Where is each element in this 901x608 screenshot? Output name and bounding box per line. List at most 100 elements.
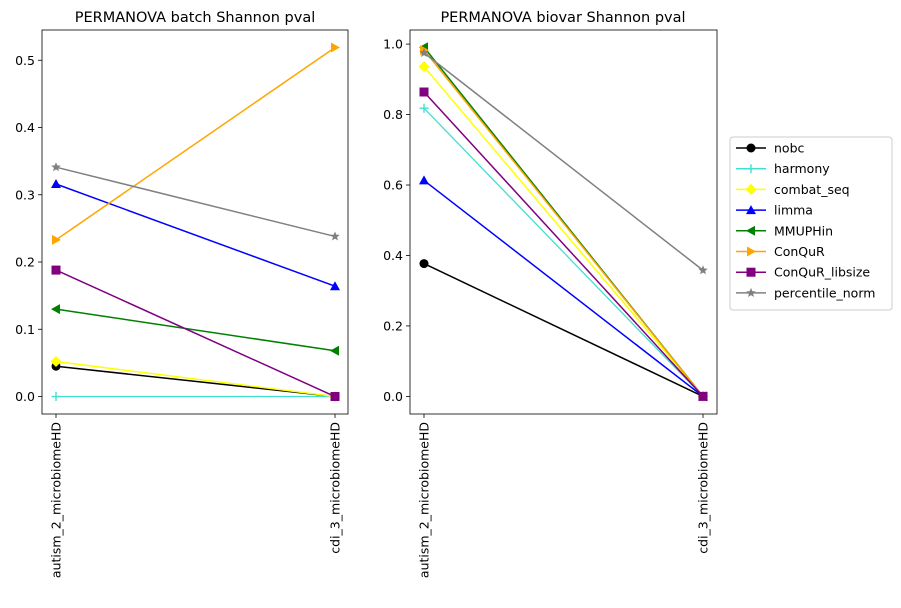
- data-point: [330, 231, 340, 241]
- data-point: [330, 345, 339, 356]
- y-tick-label: 0.4: [383, 248, 403, 263]
- series-line: [423, 91, 704, 397]
- y-tick-label: 0.2: [383, 318, 403, 333]
- chart-title: PERMANOVA batch Shannon pval: [75, 10, 316, 26]
- legend-marker: [746, 143, 756, 153]
- biovar-shannon-panel: PERMANOVA biovar Shannon pval 0.00.20.40…: [383, 10, 718, 578]
- legend-label: nobc: [774, 141, 805, 156]
- series-limma: [51, 179, 340, 291]
- series-percentile-norm: [51, 162, 340, 241]
- legend-marker: [747, 246, 756, 257]
- data-point: [698, 391, 708, 401]
- data-point: [418, 61, 430, 73]
- legend-item: limma: [736, 203, 813, 218]
- legend-label: MMUPHin: [774, 223, 833, 238]
- legend-frame: [729, 136, 893, 311]
- plot-frame: [409, 29, 718, 415]
- series-line: [423, 49, 704, 397]
- series-harmony: [51, 392, 340, 402]
- data-point: [419, 175, 429, 185]
- legend-marker: [745, 183, 757, 195]
- series-line: [55, 46, 336, 241]
- series-line: [423, 179, 704, 397]
- series-line: [423, 107, 704, 397]
- data-point: [51, 304, 60, 315]
- x-tick-label: cdi_3_microbiomeHD: [328, 422, 343, 554]
- series-layer: [418, 42, 709, 402]
- series-conqur-libsize: [419, 87, 708, 401]
- legend-item: percentile_norm: [736, 285, 875, 300]
- series-limma: [419, 175, 708, 401]
- x-tick-label: autism_2_microbiomeHD: [417, 422, 432, 578]
- series-line: [55, 183, 336, 287]
- data-point: [51, 179, 61, 189]
- data-point: [330, 392, 340, 402]
- y-tick-label: 0.3: [15, 187, 35, 202]
- legend-marker: [746, 287, 756, 297]
- series-line: [55, 269, 336, 398]
- series-combat-seq: [418, 61, 709, 402]
- legend-item: MMUPHin: [736, 223, 833, 238]
- series-mmuphin: [51, 304, 339, 356]
- y-tick-label: 0.1: [15, 322, 35, 337]
- series-line: [423, 262, 704, 398]
- legend-label: harmony: [774, 161, 830, 176]
- series-conqur-libsize: [51, 265, 340, 402]
- batch-shannon-panel: PERMANOVA batch Shannon pval 0.00.10.20.…: [15, 10, 349, 578]
- y-axis: 0.0 0.2 0.4 0.6 0.8 1.0: [383, 37, 410, 404]
- y-tick-label: 0.8: [383, 107, 403, 122]
- y-axis: 0.0 0.1 0.2 0.3 0.4 0.5: [15, 53, 42, 404]
- series-line: [55, 166, 336, 238]
- legend-label: ConQuR: [774, 244, 825, 259]
- y-tick-label: 0.6: [383, 178, 403, 193]
- y-tick-label: 1.0: [383, 37, 403, 52]
- legend-item: ConQuR_libsize: [736, 265, 870, 280]
- data-point: [51, 162, 61, 172]
- legend-item: nobc: [736, 141, 805, 156]
- legend-marker: [746, 205, 756, 215]
- series-line: [55, 308, 336, 352]
- legend-label: ConQuR_libsize: [774, 265, 870, 280]
- x-axis: autism_2_microbiomeHD cdi_3_microbiomeHD: [49, 414, 343, 578]
- legend-item: combat_seq: [736, 182, 850, 197]
- legend-item: harmony: [736, 161, 830, 176]
- data-point: [419, 87, 429, 97]
- legend-label: limma: [774, 203, 813, 218]
- legend-marker: [746, 267, 756, 277]
- data-point: [419, 47, 429, 57]
- y-tick-label: 0.0: [383, 389, 403, 404]
- series-line: [55, 360, 336, 398]
- data-point: [419, 259, 429, 269]
- series-line: [55, 365, 336, 398]
- x-tick-label: cdi_3_microbiomeHD: [696, 422, 711, 554]
- legend-label: percentile_norm: [774, 285, 875, 300]
- data-point: [698, 265, 708, 275]
- series-nobc: [419, 259, 708, 401]
- chart-title: PERMANOVA biovar Shannon pval: [440, 10, 685, 26]
- y-tick-label: 0.0: [15, 389, 35, 404]
- legend-item: ConQuR: [736, 244, 825, 259]
- series-conqur: [420, 45, 708, 402]
- y-tick-label: 0.2: [15, 255, 35, 270]
- plot-frame: [41, 29, 349, 415]
- series-percentile-norm: [419, 47, 708, 275]
- series-nobc: [51, 361, 340, 402]
- data-point: [50, 356, 62, 368]
- series-harmony: [419, 103, 708, 401]
- data-point: [51, 392, 61, 402]
- data-point: [52, 234, 61, 245]
- legend-marker: [746, 164, 756, 174]
- x-axis: autism_2_microbiomeHD cdi_3_microbiomeHD: [417, 414, 711, 578]
- legend-marker: [746, 225, 755, 236]
- data-point: [419, 103, 429, 113]
- y-tick-label: 0.5: [15, 53, 35, 68]
- series-line: [423, 52, 704, 271]
- series-conqur: [52, 42, 340, 245]
- legend-label: combat_seq: [774, 182, 850, 197]
- series-line: [423, 66, 704, 397]
- data-point: [330, 281, 340, 291]
- series-layer: [50, 42, 341, 403]
- y-tick-label: 0.4: [15, 120, 35, 135]
